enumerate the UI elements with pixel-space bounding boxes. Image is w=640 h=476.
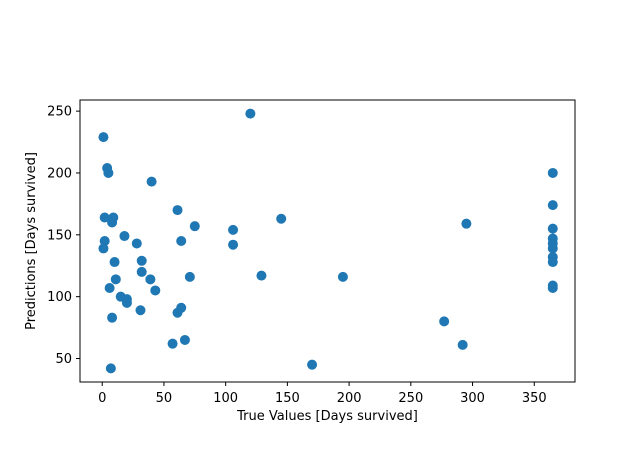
data-points [98, 108, 558, 374]
plot-area-frame [79, 99, 576, 383]
data-point [145, 274, 156, 285]
data-point [245, 108, 256, 119]
data-point [457, 339, 468, 350]
data-point [547, 223, 558, 234]
data-point [150, 285, 161, 296]
data-point [228, 239, 239, 250]
x-tick-label: 350 [522, 391, 547, 406]
data-point [99, 212, 110, 223]
data-point [307, 359, 318, 370]
y-tick-label: 250 [47, 105, 72, 120]
data-point [167, 338, 178, 349]
data-point [105, 363, 116, 374]
y-tick-label: 50 [55, 352, 72, 367]
data-point [107, 312, 118, 323]
data-point [276, 213, 287, 224]
y-tick-label: 150 [47, 228, 72, 243]
y-axis-ticks: 50 100 150 200 250 [47, 105, 80, 367]
x-tick-label: 150 [275, 391, 300, 406]
data-point [98, 132, 109, 143]
data-point [461, 218, 472, 229]
x-axis-label: True Values [Days survived] [236, 409, 418, 424]
data-point [547, 243, 558, 254]
data-point [135, 305, 146, 316]
data-point [146, 176, 157, 187]
data-point [98, 243, 109, 254]
data-point [108, 212, 119, 223]
data-point [256, 270, 267, 281]
data-point [547, 167, 558, 178]
data-point [547, 257, 558, 268]
data-point [110, 274, 121, 285]
data-point [131, 238, 142, 249]
x-tick-label: 250 [398, 391, 423, 406]
x-tick-label: 300 [460, 391, 485, 406]
x-axis-ticks: 0 50 100 150 200 250 300 350 [98, 382, 547, 406]
data-point [179, 334, 190, 345]
x-tick-label: 50 [156, 391, 173, 406]
y-tick-label: 200 [47, 166, 72, 181]
y-axis-label: Predictions [Days survived] [24, 152, 39, 330]
data-point [109, 257, 120, 268]
data-point [103, 167, 114, 178]
data-point [547, 200, 558, 211]
data-point [189, 221, 200, 232]
x-tick-label: 200 [337, 391, 362, 406]
x-tick-label: 100 [213, 391, 238, 406]
y-tick-label: 100 [47, 290, 72, 305]
data-point [136, 255, 147, 266]
data-point [337, 271, 348, 282]
data-point [184, 271, 195, 282]
data-point [547, 283, 558, 293]
x-tick-label: 0 [98, 391, 106, 406]
data-point [172, 307, 183, 318]
data-point [119, 231, 130, 242]
data-point [99, 236, 110, 246]
data-point [104, 283, 115, 293]
data-point [172, 205, 183, 216]
data-point [176, 236, 187, 246]
data-point [121, 297, 132, 308]
data-point [228, 224, 239, 235]
data-point [136, 266, 147, 277]
data-point [439, 316, 450, 327]
